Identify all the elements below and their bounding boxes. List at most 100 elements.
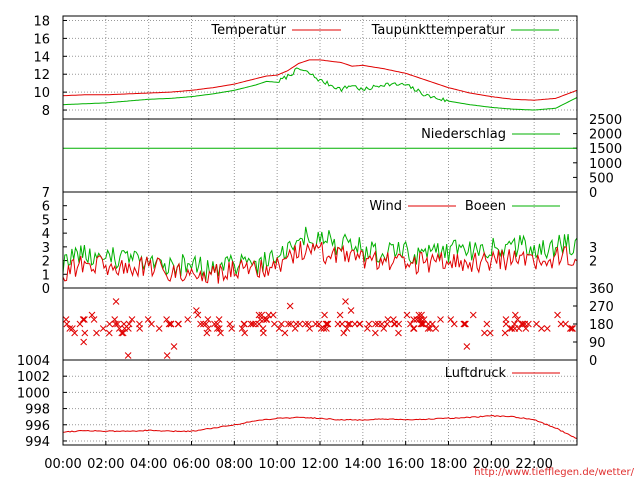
wind-direction-point [305,320,312,328]
y-tick-label: 0 [42,282,50,297]
wind-direction-point [371,329,379,337]
legend-label: Luftdruck [445,366,507,381]
wind-direction-point [312,320,319,328]
wind-direction-point [63,320,71,328]
wind-direction-point [323,325,330,332]
wind-direction-point [521,320,529,328]
x-tick-label: 04:00 [130,457,167,472]
y-tick-label: 996 [25,419,50,434]
wind-direction-point [81,329,89,337]
wind-direction-point [447,316,455,323]
wind-direction-point [566,325,574,332]
x-tick-label: 08:00 [216,457,253,472]
y-tick-label: 8 [42,104,50,119]
wind-direction-point [203,329,211,337]
wind-direction-point [271,320,278,328]
wind-direction-point [403,311,411,319]
wind-direction-point [118,329,126,337]
wind-direction-point [501,329,509,337]
wind-direction-point [93,329,100,337]
y-tick-label: 18 [33,14,50,29]
y2-tick-label: 1500 [589,142,622,157]
legend-label: Boeen [465,199,506,214]
wind-direction-point [238,325,246,332]
wind-direction-point [124,352,132,359]
wind-direction-point [79,316,87,323]
wind-direction-point [163,352,171,359]
wind-direction-point [217,329,224,337]
wind-direction-point [320,325,328,332]
wind-direction-point [543,325,551,332]
y-tick-label: 998 [25,403,50,418]
x-tick-label: 22:00 [515,457,552,472]
y2-tick-label: 500 [589,171,614,186]
wind-direction-point [462,320,469,328]
legend-label: Taupunkttemperatur [371,23,506,38]
wind-direction-point [502,320,510,328]
wind-direction-point [241,320,248,328]
wind-direction-point [321,311,328,319]
y2-tick-label: 2000 [589,128,622,143]
wind-direction-point [518,320,525,328]
wind-direction-point [461,320,469,328]
wind-direction-point [278,320,285,328]
y-tick-label: 10 [33,86,50,101]
y2-tick-label: 0 [589,186,597,201]
wind-direction-point [287,320,295,328]
wind-direction-point [125,320,133,328]
wind-direction-point [511,311,519,319]
y-tick-label: 994 [25,435,50,450]
wind-line [62,241,578,284]
wind-direction-point [568,325,576,332]
wind-direction-point [343,325,351,332]
y-tick-label: 12 [33,68,50,83]
y2-tick-label: 3 [589,241,597,256]
wind-direction-point [365,320,373,328]
wind-direction-point [259,325,267,332]
wind-direction-point [90,316,98,323]
wind-direction-point [184,316,192,323]
y-tick-label: 1 [42,268,50,283]
wind-direction-point [114,320,121,328]
y-tick-label: 2 [42,255,50,270]
wind-direction-point [202,320,210,328]
x-tick-label: 10:00 [258,457,295,472]
y-tick-label: 1004 [17,354,50,369]
wind-direction-point [81,316,88,323]
wind-direction-point [469,311,477,319]
y-tick-label: 4 [42,227,50,242]
x-tick-label: 20:00 [473,457,510,472]
y2-tick-label: 1000 [589,157,622,172]
wind-direction-point [463,343,471,350]
wind-direction-point [120,320,128,328]
wind-direction-point [249,320,257,328]
wind-direction-point [346,320,354,328]
legend-label: Wind [369,199,402,214]
pressure-line [62,414,578,439]
wind-direction-point [538,325,545,332]
wind-direction-point [193,307,200,314]
wind-direction-point [155,325,163,332]
wind-direction-point [486,329,494,337]
wind-direction-point [286,302,294,310]
wind-direction-point [437,316,444,323]
wind-direction-point [554,311,561,319]
y2-tick-label: 2500 [589,113,622,128]
y2-tick-label: 2 [589,255,597,270]
wind-direction-point [340,329,348,337]
wind-direction-point [260,316,268,323]
x-tick-label: 18:00 [430,457,467,472]
wind-direction-point [204,316,212,323]
wind-direction-point [426,325,434,332]
wind-direction-point [71,329,78,337]
wind-direction-point [128,316,136,323]
wind-direction-point [170,343,178,350]
dewpoint-line [62,67,578,111]
y2-tick-label: 0 [589,354,597,369]
wind-direction-point [105,329,113,337]
y-tick-label: 14 [33,50,50,65]
wind-direction-point [347,307,355,314]
wind-direction-point [450,320,458,328]
wind-direction-point [281,329,289,337]
